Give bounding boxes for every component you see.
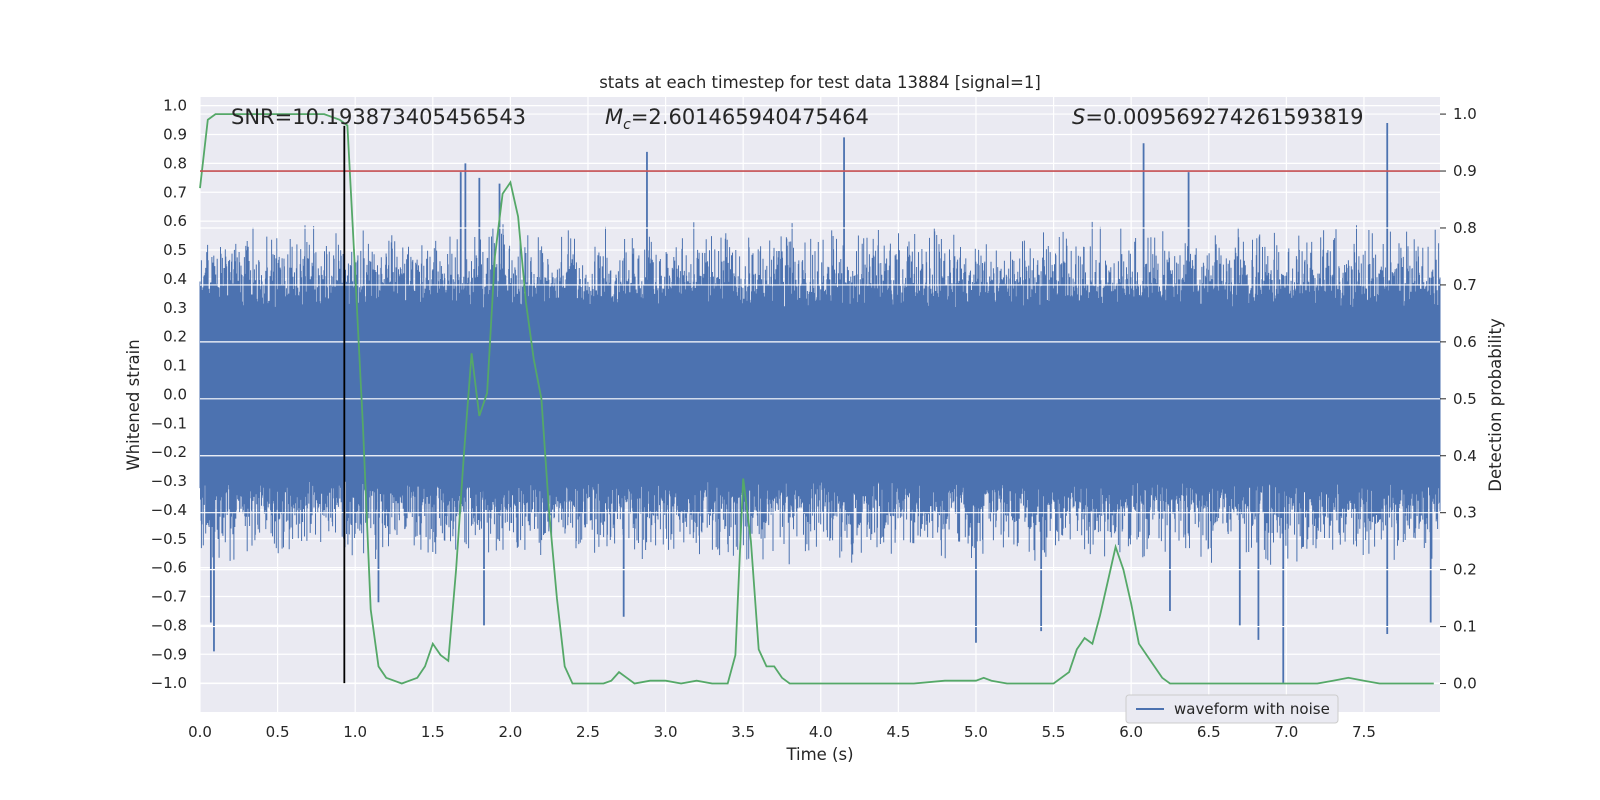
x-tick-label: 4.0 <box>809 723 833 741</box>
y-tick-label: −0.9 <box>151 645 187 663</box>
y-tick-label: −0.2 <box>151 443 187 461</box>
y-tick-label: 0.2 <box>163 328 187 346</box>
chirp-mass-value: =2.601465940475464 <box>631 105 869 129</box>
detection-probability-line <box>199 113 1434 685</box>
x-tick-label: 2.5 <box>576 723 600 741</box>
x-tick-label: 6.0 <box>1119 723 1143 741</box>
y2-tick-label: 0.1 <box>1453 618 1477 636</box>
x-tick-label: 6.5 <box>1197 723 1221 741</box>
y-tick-label: 1.0 <box>163 97 187 115</box>
x-tick-label: 3.5 <box>731 723 755 741</box>
y2-tick-label: 0.6 <box>1453 333 1477 351</box>
x-tick-label: 7.0 <box>1274 723 1298 741</box>
legend: waveform with noise <box>1125 694 1339 724</box>
x-tick-label: 2.0 <box>498 723 522 741</box>
y2-tick-label: 0.3 <box>1453 504 1477 522</box>
y-tick-label: 0.3 <box>163 299 187 317</box>
chirp-mass-annotation: Mc=2.601465940475464 <box>605 105 869 133</box>
s-annotation: S=0.009569274261593819 <box>1072 105 1363 129</box>
y-tick-label: 0.6 <box>163 212 187 230</box>
y-axis-ticks: 1.0 0.9 0.8 0.7 0.6 0.5 0.4 0.3 0.2 0.1 0.0 −0.1 −0.… <box>151 97 187 692</box>
y2-axis-label: Detection probability <box>1486 318 1505 492</box>
x-axis-ticks: 0.0 0.5 1.0 1.5 2.0 2.5 3.0 3.5 4.0 4.5 5.0 5.5 6.0 6… <box>188 723 1376 741</box>
s-symbol: S <box>1072 105 1085 129</box>
snr-annotation: SNR=10.193873405456543 <box>231 105 526 129</box>
y-tick-label: −0.8 <box>151 616 187 634</box>
reference-lines <box>200 125 1440 684</box>
y-tick-label: 0.1 <box>163 357 187 375</box>
chart-title: stats at each timestep for test data 138… <box>599 73 1041 92</box>
legend-box <box>1125 694 1339 724</box>
y2-tick-label: 0.2 <box>1453 561 1477 579</box>
y-tick-label: 0.8 <box>163 154 187 172</box>
x-tick-label: 4.5 <box>886 723 910 741</box>
y2-tick-label: 1.0 <box>1453 105 1477 123</box>
x-axis-label: Time (s) <box>785 745 853 764</box>
y2-tick-label: 0.9 <box>1453 162 1477 180</box>
legend-label-waveform: waveform with noise <box>1174 700 1330 718</box>
x-tick-label: 3.0 <box>654 723 678 741</box>
waveform-series <box>199 122 1441 684</box>
y2-tick-label: 0.7 <box>1453 276 1477 294</box>
x-tick-label: 7.5 <box>1352 723 1376 741</box>
x-tick-label: 5.0 <box>964 723 988 741</box>
y-tick-label: 0.5 <box>163 241 187 259</box>
y-tick-label: 0.7 <box>163 183 187 201</box>
y-tick-label: −0.3 <box>151 472 187 490</box>
y-axis-label: Whitened strain <box>124 339 143 470</box>
waveform-trace <box>199 221 1441 565</box>
y2-tick-label: 0.8 <box>1453 219 1477 237</box>
x-tick-label: 0.0 <box>188 723 212 741</box>
x-tick-label: 1.5 <box>421 723 445 741</box>
y2-tick-label: 0.0 <box>1453 675 1477 693</box>
y-tick-label: −1.0 <box>151 674 187 692</box>
chirp-mass-subscript: c <box>623 117 631 133</box>
s-value: =0.009569274261593819 <box>1085 105 1363 129</box>
detection-probability-series <box>199 113 1434 685</box>
y-tick-label: −0.5 <box>151 530 187 548</box>
y-tick-label: −0.7 <box>151 588 187 606</box>
y2-axis-ticks: 1.0 0.9 0.8 0.7 0.6 0.5 0.4 0.3 0.2 0.1 0.0 <box>1440 105 1477 693</box>
y-tick-label: 0.9 <box>163 126 187 144</box>
y-tick-label: −0.4 <box>151 501 187 519</box>
chirp-mass-symbol: M <box>605 105 623 129</box>
x-tick-label: 5.5 <box>1042 723 1066 741</box>
x-tick-label: 0.5 <box>266 723 290 741</box>
y2-tick-label: 0.4 <box>1453 447 1477 465</box>
y2-tick-label: 0.5 <box>1453 390 1477 408</box>
y-tick-label: −0.1 <box>151 414 187 432</box>
x-tick-label: 1.0 <box>343 723 367 741</box>
y-tick-label: −0.6 <box>151 559 187 577</box>
y-tick-label: 0.4 <box>163 270 187 288</box>
y-tick-label: 0.0 <box>163 385 187 403</box>
